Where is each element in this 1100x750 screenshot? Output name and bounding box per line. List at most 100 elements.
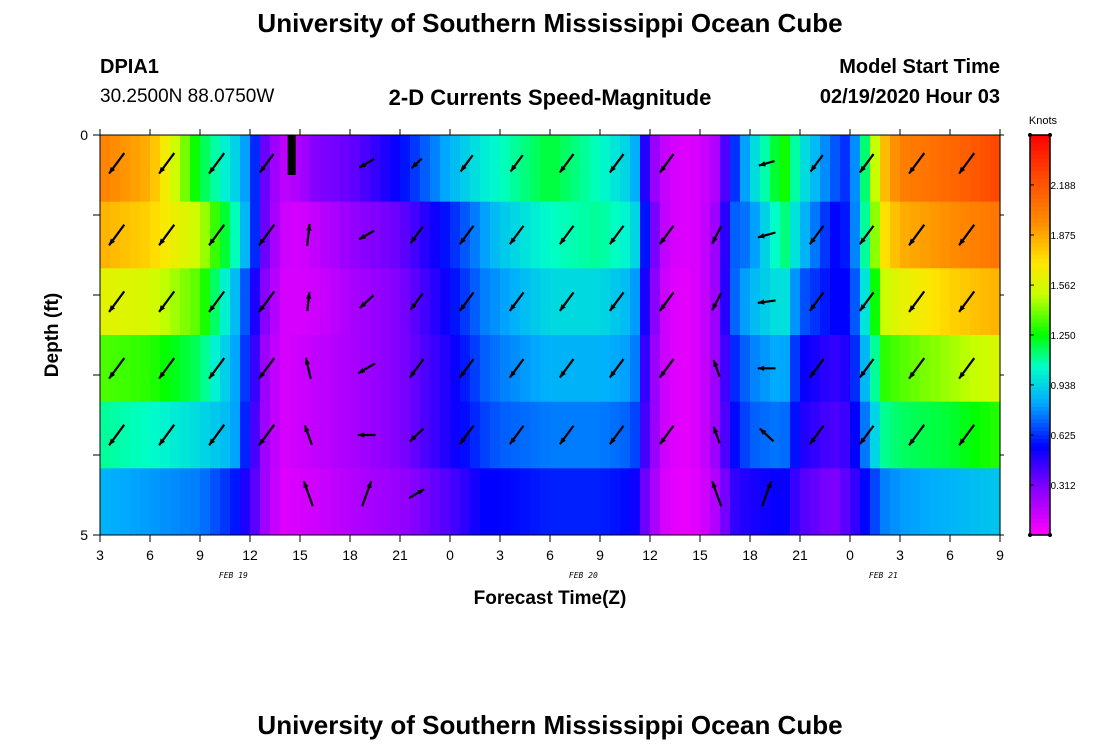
- heatmap-cell: [440, 468, 451, 536]
- y-axis-label: Depth (ft): [42, 293, 63, 377]
- heatmap-cell: [500, 335, 511, 403]
- heatmap-cell: [760, 135, 771, 203]
- current-vector-head: [509, 437, 516, 445]
- heatmap-cell: [310, 468, 321, 536]
- current-vector-head: [712, 303, 718, 311]
- colorbar-segment: [1030, 455, 1050, 460]
- heatmap-cell: [680, 468, 691, 536]
- x-tick-label: 15: [692, 547, 708, 563]
- heatmap-cell: [790, 335, 801, 403]
- colorbar-segment: [1030, 367, 1050, 372]
- heatmap-cell: [570, 201, 581, 269]
- heatmap-cell: [950, 135, 961, 203]
- heatmap-cell: [870, 135, 881, 203]
- current-vector-head: [259, 165, 266, 173]
- current-vector-head: [209, 166, 216, 174]
- current-vector-head: [909, 305, 916, 312]
- heatmap-cell: [190, 201, 201, 269]
- colorbar-segment: [1030, 299, 1050, 304]
- current-vector-head: [409, 435, 417, 442]
- x-tick-label: 9: [996, 547, 1004, 563]
- colorbar-segment: [1030, 223, 1050, 228]
- heatmap-cell: [120, 335, 131, 403]
- heatmap-cell: [400, 468, 411, 536]
- heatmap-cell: [950, 335, 961, 403]
- heatmap-cell: [730, 201, 741, 269]
- plot-axes: 3 6 9 12 15 18 21 0 3 6 9 12 15 18 21 0 3 6 9 FEB 19 FEB 20 F…: [80, 127, 1004, 580]
- heatmap-cell: [550, 468, 561, 536]
- current-vector-head: [306, 223, 312, 231]
- heatmap-cell: [820, 268, 831, 336]
- heatmap-cell: [450, 201, 461, 269]
- heatmap-cell: [220, 401, 231, 469]
- heatmap-cell: [960, 135, 971, 203]
- heatmap-cell: [290, 268, 301, 336]
- heatmap-cell: [880, 335, 891, 403]
- x-tick-label: 15: [292, 547, 308, 563]
- heatmap-cell: [780, 401, 791, 469]
- heatmap-cell: [930, 268, 941, 336]
- page-title: University of Southern Mississippi Ocean…: [257, 8, 843, 38]
- colorbar-segment: [1030, 383, 1050, 388]
- colorbar-segment: [1030, 183, 1050, 188]
- model-start-value: 02/19/2020 Hour 03: [819, 86, 1000, 108]
- colorbar-segment: [1030, 475, 1050, 480]
- heatmap-cell: [130, 201, 141, 269]
- current-vector-head: [559, 437, 566, 445]
- heatmap-cell: [890, 468, 901, 536]
- colorbar-segment: [1030, 387, 1050, 392]
- heatmap-cell: [950, 201, 961, 269]
- heatmap-cell: [750, 401, 761, 469]
- heatmap-cell: [590, 268, 601, 336]
- colorbar-segment: [1030, 379, 1050, 384]
- heatmap-cell: [470, 468, 481, 536]
- heatmap-cell: [830, 135, 841, 203]
- heatmap-cell: [990, 268, 1001, 336]
- heatmap-cell: [670, 201, 681, 269]
- heatmap-cell: [730, 401, 741, 469]
- heatmap-cell: [100, 135, 111, 203]
- colorbar-segment: [1030, 227, 1050, 232]
- heatmap-cell: [430, 135, 441, 203]
- colorbar-segment: [1030, 263, 1050, 268]
- heatmap-cell: [290, 401, 301, 469]
- heatmap-cell: [800, 135, 811, 203]
- heatmap-cell: [920, 135, 931, 203]
- heatmap-cell: [480, 201, 491, 269]
- heatmap-cell: [440, 135, 451, 203]
- heatmap-cell: [830, 468, 841, 536]
- colorbar-segment: [1030, 155, 1050, 160]
- colorbar-segment: [1030, 271, 1050, 276]
- heatmap-cell: [110, 468, 121, 536]
- current-vector-head: [713, 360, 719, 368]
- heatmap-cell: [330, 135, 341, 203]
- heatmap-cell: [140, 135, 151, 203]
- heatmap-cell: [300, 268, 311, 336]
- heatmap-cell: [800, 468, 811, 536]
- heatmap-cell: [140, 201, 151, 269]
- heatmap-cell: [230, 401, 241, 469]
- heatmap-cell: [500, 135, 511, 203]
- heatmap-cell: [320, 268, 331, 336]
- current-vector-head: [959, 438, 966, 446]
- heatmap-cell: [580, 201, 591, 269]
- heatmap-cell: [800, 401, 811, 469]
- heatmap-cell: [470, 201, 481, 269]
- colorbar-segment: [1030, 327, 1050, 332]
- heatmap-cell: [730, 268, 741, 336]
- colorbar-segment: [1030, 275, 1050, 280]
- heatmap-cell: [390, 268, 401, 336]
- colorbar-tick-label: 1.250: [1050, 331, 1075, 342]
- current-vector-head: [809, 370, 816, 378]
- colorbar-segment: [1030, 335, 1050, 340]
- heatmap-cell: [700, 335, 711, 403]
- heatmap-cell: [270, 135, 281, 203]
- heatmap-cell: [240, 268, 251, 336]
- heatmap-cell: [150, 401, 161, 469]
- heatmap-cell: [360, 468, 371, 536]
- heatmap-cell: [900, 268, 911, 336]
- heatmap-cell: [480, 401, 491, 469]
- heatmap-cell: [490, 201, 501, 269]
- heatmap-cell: [290, 468, 301, 536]
- heatmap-cell: [470, 135, 481, 203]
